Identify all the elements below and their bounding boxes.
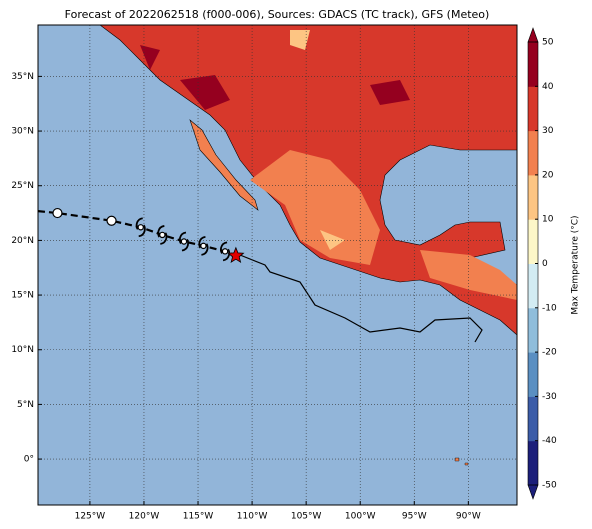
x-tick-label: 115°W (183, 512, 214, 522)
colorbar-tick-label: 10 (542, 215, 554, 225)
colorbar-band (528, 174, 538, 220)
colorbar-band (528, 219, 538, 264)
colorbar-tick-label: 50 (542, 38, 554, 48)
hot-region (140, 45, 410, 110)
track-cyclone (178, 231, 190, 252)
title: Forecast of 2022062518 (f000-006), Sourc… (65, 8, 490, 21)
x-tick-label: 110°W (237, 512, 268, 522)
x-tick-label: 120°W (129, 512, 160, 522)
colorbar-band (528, 396, 538, 442)
track-point (106, 215, 117, 226)
colorbar-tick-label: -20 (542, 348, 557, 358)
colorbar-band (528, 86, 538, 132)
map-frame (37, 24, 518, 506)
y-tick-label: 5°N (17, 400, 34, 410)
colorbar-extend (527, 27, 539, 43)
colorbar-tick-label: 30 (542, 126, 554, 136)
colorbar-band (528, 42, 538, 87)
track-cyclone-eye (137, 224, 144, 231)
track-cyclone (220, 241, 231, 262)
y-tick-label: 15°N (11, 291, 34, 301)
colorbar-extend (527, 484, 539, 500)
islands (454, 457, 469, 466)
colorbar-tick-label: 40 (542, 82, 554, 92)
track-point (52, 207, 63, 219)
track-cyclone (157, 225, 168, 245)
track-cyclone-eye (200, 242, 207, 250)
y-tick-label: 10°N (11, 345, 34, 355)
colorbar-tick-label: -30 (542, 392, 557, 402)
colorbar-tick-label: -10 (542, 303, 557, 313)
x-tick-label: 90°W (456, 512, 481, 522)
track-cyclone (135, 217, 146, 238)
track-cyclone-eye (180, 238, 188, 245)
colorbar-band (528, 440, 538, 486)
grid: 125°W 120°W 115°W 110°W 105°W 100°W 95°W 90°W 35… (11, 25, 517, 522)
colorbar-band (528, 352, 538, 397)
colorbar-band (528, 130, 538, 176)
colorbar-band (528, 263, 538, 309)
y-tick-label: 25°N (11, 181, 34, 191)
y-tick-label: 20°N (11, 236, 34, 246)
colorbar-tick-label: -50 (542, 481, 557, 491)
track-star (227, 246, 245, 264)
colorbar-band (528, 307, 538, 353)
land-baja (189, 119, 259, 211)
x-tick-label: 105°W (291, 512, 322, 522)
y-tick-label: 30°N (11, 127, 34, 137)
y-tick-label: 0° (24, 455, 34, 465)
y-tick-label: 35°N (11, 72, 34, 82)
colorbar: 50 40 30 20 10 0 -10 -20 -30 -40 -50 (527, 27, 557, 500)
x-tick-label: 125°W (75, 512, 106, 522)
colorbar-tick-label: 0 (542, 259, 548, 269)
track-cyclone (198, 235, 209, 256)
track-cyclone-eye (221, 248, 229, 255)
track-cyclone-eye (159, 231, 166, 239)
x-tick-label: 100°W (345, 512, 376, 522)
colorbar-tick-label: -40 (542, 436, 557, 446)
colorbar-tick-label: 20 (542, 170, 554, 180)
warm-region (250, 150, 380, 265)
map-area (38, 25, 517, 505)
contour-line (239, 254, 483, 343)
track (37, 207, 245, 264)
x-tick-label: 95°W (402, 512, 427, 522)
colorbar-label: Max Temperature (°C) (571, 215, 581, 314)
